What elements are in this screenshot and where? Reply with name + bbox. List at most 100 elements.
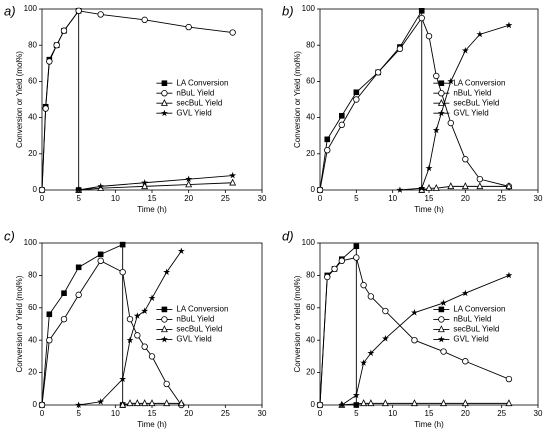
marker [42,105,49,112]
marker [360,399,368,407]
series-line [319,245,357,406]
x-axis-title: Time (h) [137,420,167,429]
marker [163,399,171,407]
marker [75,186,83,193]
marker [447,119,454,127]
x-tick-label: 30 [534,409,543,418]
y-tick-label: 60 [306,303,315,312]
marker [432,126,440,134]
legend-marker [438,306,445,313]
y-tick-label: 20 [28,149,37,158]
legend-marker [437,335,445,343]
panel-label: d) [282,228,294,243]
marker [396,186,404,193]
marker [229,178,237,186]
marker [97,257,104,265]
marker [381,334,389,342]
y-axis-title: Conversion or Yield (mol%) [293,275,302,372]
series-line [41,243,124,406]
legend-label: LA Conversion [453,305,505,314]
legend-label: LA Conversion [176,78,228,87]
marker [126,399,134,407]
marker [338,401,346,408]
marker [75,7,82,15]
x-tick-label: 5 [76,194,81,203]
marker [440,399,447,407]
marker [324,136,331,143]
marker [338,257,345,265]
x-tick-label: 25 [497,194,506,203]
x-tick-label: 20 [461,409,470,418]
marker [367,293,375,300]
x-tick-label: 15 [425,409,434,418]
legend-label: GVL Yield [453,108,488,117]
x-tick-label: 0 [318,194,323,203]
marker [433,72,440,80]
x-tick-label: 0 [40,194,45,203]
marker [75,401,83,408]
marker [119,241,126,248]
marker [185,23,192,31]
marker [163,380,170,388]
x-tick-label: 30 [534,194,543,203]
marker [447,77,455,85]
marker [46,337,53,344]
marker [60,27,68,34]
marker [119,400,127,408]
legend-marker [161,80,168,87]
legend-marker [438,90,445,97]
marker [97,182,105,190]
marker [418,14,425,22]
legend-label: secBuL Yield [453,98,499,107]
marker [425,183,433,191]
marker [141,182,149,190]
y-tick-label: 100 [302,4,316,13]
marker [185,175,193,183]
legend-label: nBuL Yield [453,315,491,324]
x-tick-label: 15 [148,194,157,203]
marker [61,290,67,297]
y-tick-label: 40 [28,335,37,344]
x-tick-label: 15 [425,194,434,203]
y-axis-title: Conversion or Yield (mol%) [293,51,302,148]
x-tick-label: 15 [148,409,157,418]
y-tick-label: 0 [311,185,316,194]
marker [119,268,126,276]
marker [353,402,360,408]
marker [339,112,345,119]
y-tick-label: 80 [306,271,315,280]
marker [119,375,127,382]
marker [141,179,149,186]
marker [461,47,469,54]
x-tick-label: 20 [184,409,193,418]
marker [316,401,324,409]
marker [148,294,156,301]
marker [425,164,433,172]
y-tick-label: 0 [33,185,38,194]
legend-label: GVL Yield [176,335,211,344]
marker [461,399,469,407]
marker [382,307,389,315]
legend-label: secBuL Yield [453,325,499,334]
x-tick-label: 10 [111,409,120,418]
marker [352,391,360,399]
marker [374,69,382,76]
y-tick-label: 80 [28,40,37,49]
legend-marker [160,325,168,333]
marker [360,281,367,289]
marker [163,268,171,276]
marker [505,182,513,190]
legend-label: nBuL Yield [176,315,214,324]
marker [367,349,375,357]
marker [476,175,484,183]
marker [97,398,105,405]
marker [133,312,141,319]
marker [60,315,68,323]
marker [505,271,513,279]
x-axis-title: Time (h) [414,205,444,214]
marker [75,264,82,271]
marker [38,186,46,194]
marker [396,45,404,53]
y-tick-label: 0 [33,400,38,409]
